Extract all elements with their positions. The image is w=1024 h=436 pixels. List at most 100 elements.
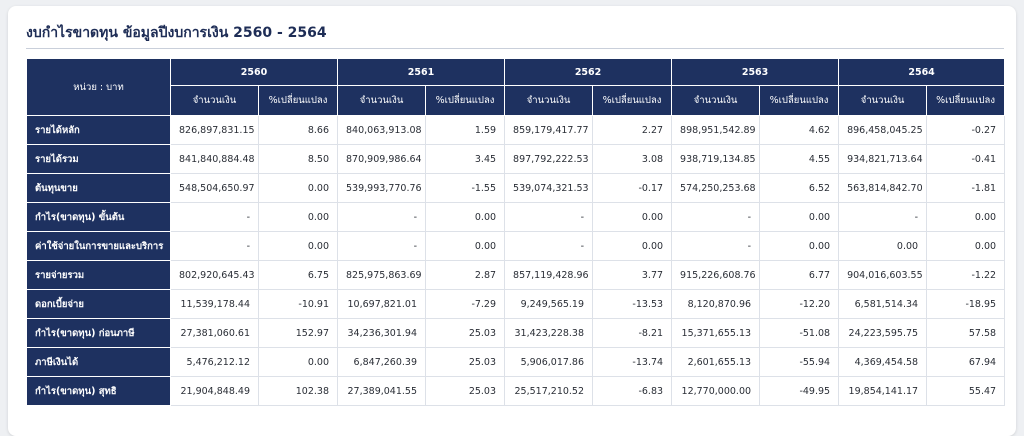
- amount-cell: 859,179,417.77: [504, 115, 594, 145]
- change-cell: -6.83: [592, 376, 673, 406]
- change-cell: 2.87: [425, 260, 506, 290]
- amount-cell: 11,539,178.44: [170, 289, 259, 319]
- change-cell: 0.00: [592, 231, 673, 261]
- amount-cell: -: [170, 202, 259, 232]
- change-cell: -51.08: [759, 318, 840, 348]
- table-row: ต้นทุนขาย 548,504,650.97 0.00 539,993,770.7…: [26, 173, 1006, 203]
- change-cell: -18.95: [926, 289, 1006, 319]
- amount-cell: 27,389,041.55: [337, 376, 427, 406]
- table-row: รายได้รวม 841,840,884.48 8.50 870,909,986.6…: [26, 144, 1006, 174]
- change-cell: -12.20: [759, 289, 840, 319]
- amount-cell: 915,226,608.76: [671, 260, 761, 290]
- amount-cell: 897,792,222.53: [504, 144, 594, 174]
- change-cell: -8.21: [592, 318, 673, 348]
- year-header: 2563: [671, 58, 840, 86]
- table-body: รายได้หลัก 826,897,831.15 8.66 840,063,913.…: [26, 115, 1006, 406]
- change-cell: -55.94: [759, 347, 840, 377]
- amount-cell: 25,517,210.52: [504, 376, 594, 406]
- change-cell: 1.59: [425, 115, 506, 145]
- row-label: รายจ่ายรวม: [26, 260, 171, 290]
- amount-cell: -: [671, 202, 761, 232]
- row-label: กำไร(ขาดทุน) ขั้นต้น: [26, 202, 171, 232]
- change-cell: 0.00: [926, 202, 1006, 232]
- change-cell: -0.17: [592, 173, 673, 203]
- table-row: รายได้หลัก 826,897,831.15 8.66 840,063,913.…: [26, 115, 1006, 145]
- change-cell: -0.27: [926, 115, 1006, 145]
- amount-column-header: จำนวนเงิน: [838, 85, 928, 116]
- row-label: รายได้หลัก: [26, 115, 171, 145]
- amount-cell: 5,906,017.86: [504, 347, 594, 377]
- amount-cell: 857,119,428.96: [504, 260, 594, 290]
- change-cell: 8.66: [257, 115, 339, 145]
- row-label: กำไร(ขาดทุน) ก่อนภาษี: [26, 318, 171, 348]
- amount-cell: 2,601,655.13: [671, 347, 761, 377]
- change-cell: -7.29: [425, 289, 506, 319]
- amount-cell: 24,223,595.75: [838, 318, 928, 348]
- page-title: งบกำไรขาดทุน ข้อมูลปีงบการเงิน 2560 - 25…: [26, 25, 327, 41]
- amount-cell: -: [838, 202, 928, 232]
- amount-cell: 548,504,650.97: [170, 173, 259, 203]
- change-cell: -13.53: [592, 289, 673, 319]
- amount-cell: 938,719,134.85: [671, 144, 761, 174]
- amount-cell: 27,381,060.61: [170, 318, 259, 348]
- unit-label: หน่วย : บาท: [26, 58, 171, 116]
- table-row: กำไร(ขาดทุน) สุทธิ 21,904,848.49 102.38 27,…: [26, 376, 1006, 406]
- change-cell: 152.97: [257, 318, 339, 348]
- amount-cell: -: [671, 231, 761, 261]
- amount-cell: 21,904,848.49: [170, 376, 259, 406]
- amount-cell: 539,993,770.76: [337, 173, 427, 203]
- row-label: รายได้รวม: [26, 144, 171, 174]
- table-row: รายจ่ายรวม 802,920,645.43 6.75 825,975,863.…: [26, 260, 1006, 290]
- change-cell: 8.50: [257, 144, 339, 174]
- amount-cell: 904,016,603.55: [838, 260, 928, 290]
- change-cell: -1.81: [926, 173, 1006, 203]
- change-cell: -1.22: [926, 260, 1006, 290]
- change-cell: 0.00: [425, 231, 506, 261]
- change-cell: -10.91: [257, 289, 339, 319]
- amount-cell: 898,951,542.89: [671, 115, 761, 145]
- amount-column-header: จำนวนเงิน: [337, 85, 427, 116]
- change-cell: 3.08: [592, 144, 673, 174]
- row-label: ดอกเบี้ยจ่าย: [26, 289, 171, 319]
- change-cell: 2.27: [592, 115, 673, 145]
- amount-cell: 0.00: [838, 231, 928, 261]
- title-divider: [26, 48, 1004, 49]
- year-header: 2562: [504, 58, 673, 86]
- amount-column-header: จำนวนเงิน: [170, 85, 259, 116]
- change-cell: 57.58: [926, 318, 1006, 348]
- amount-cell: 825,975,863.69: [337, 260, 427, 290]
- amount-cell: 12,770,000.00: [671, 376, 761, 406]
- amount-cell: 19,854,141.17: [838, 376, 928, 406]
- change-cell: 4.62: [759, 115, 840, 145]
- table-row: ภาษีเงินได้ 5,476,212.12 0.00 6,847,260.39 2…: [26, 347, 1006, 377]
- amount-cell: 15,371,655.13: [671, 318, 761, 348]
- change-cell: 3.77: [592, 260, 673, 290]
- financial-statement-card: งบกำไรขาดทุน ข้อมูลปีงบการเงิน 2560 - 25…: [8, 6, 1016, 436]
- change-cell: 0.00: [257, 173, 339, 203]
- year-header: 2564: [838, 58, 1006, 86]
- change-cell: 0.00: [257, 231, 339, 261]
- table-row: กำไร(ขาดทุน) ขั้นต้น -0.00-0.00-0.00-0.00…: [26, 202, 1006, 232]
- change-column-header: %เปลี่ยนแปลง: [257, 85, 339, 116]
- amount-cell: -: [504, 202, 594, 232]
- change-cell: 3.45: [425, 144, 506, 174]
- change-cell: 102.38: [257, 376, 339, 406]
- change-cell: 0.00: [592, 202, 673, 232]
- row-label: ต้นทุนขาย: [26, 173, 171, 203]
- amount-cell: 6,581,514.34: [838, 289, 928, 319]
- amount-cell: 563,814,842.70: [838, 173, 928, 203]
- year-header: 2561: [337, 58, 506, 86]
- change-cell: 55.47: [926, 376, 1006, 406]
- change-column-header: %เปลี่ยนแปลง: [926, 85, 1006, 116]
- change-column-header: %เปลี่ยนแปลง: [759, 85, 840, 116]
- amount-cell: 802,920,645.43: [170, 260, 259, 290]
- row-label: ภาษีเงินได้: [26, 347, 171, 377]
- table-row: ค่าใช้จ่ายในการขายและบริการ -0.00-0.00-0.…: [26, 231, 1006, 261]
- amount-cell: 574,250,253.68: [671, 173, 761, 203]
- amount-cell: 934,821,713.64: [838, 144, 928, 174]
- change-cell: 25.03: [425, 318, 506, 348]
- amount-cell: 34,236,301.94: [337, 318, 427, 348]
- column-header-row: จำนวนเงิน %เปลี่ยนแปลง จำนวนเงิน %เปลี่ย…: [27, 85, 1006, 116]
- change-cell: 6.77: [759, 260, 840, 290]
- change-cell: 0.00: [257, 347, 339, 377]
